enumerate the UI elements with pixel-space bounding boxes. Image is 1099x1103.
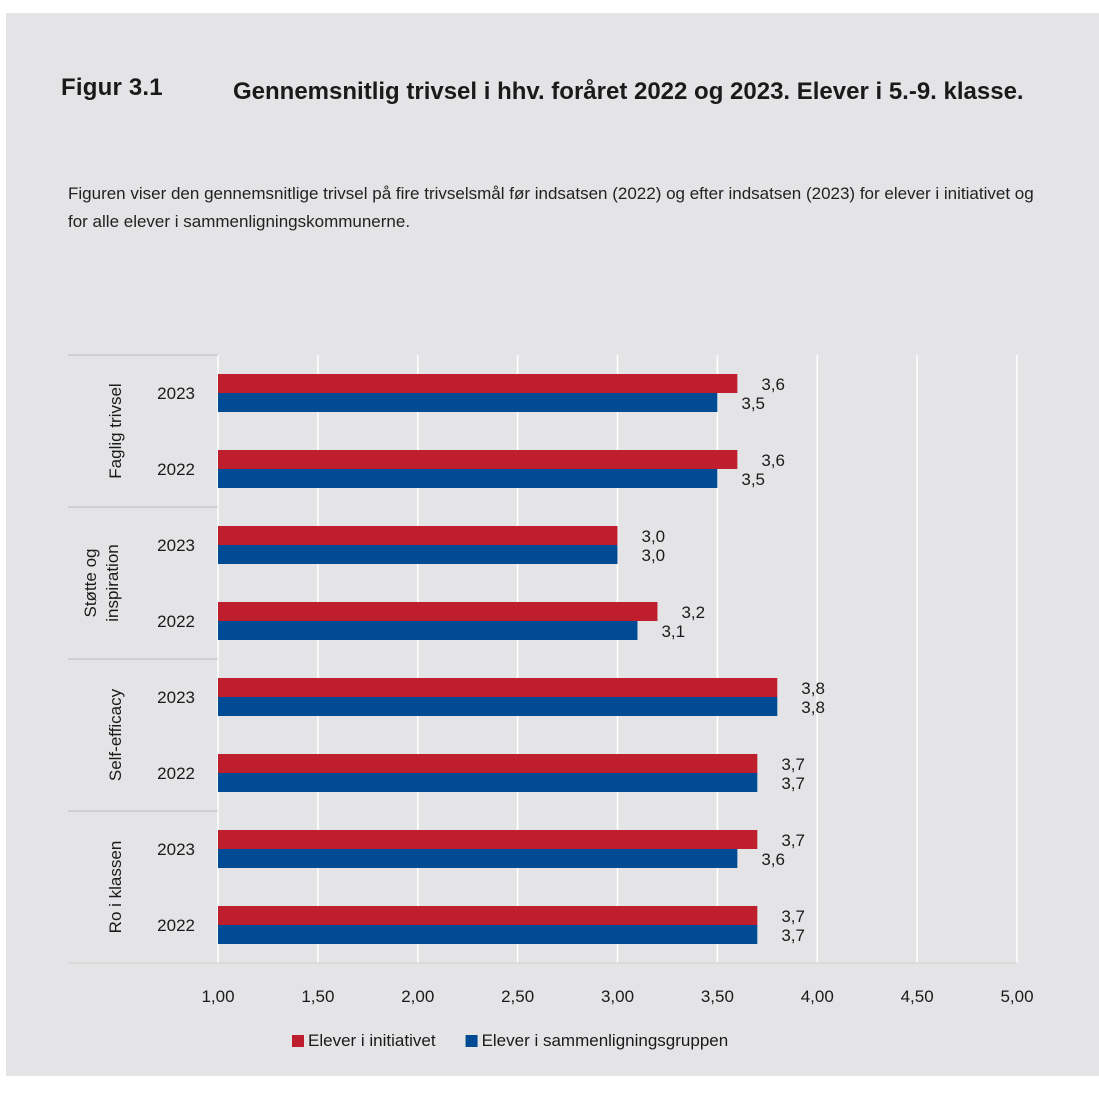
category-label-line: Self-efficacy [106, 688, 125, 781]
data-label: 3,6 [761, 375, 785, 394]
bar [218, 773, 758, 792]
x-tick-label: 3,00 [601, 987, 634, 1006]
data-label: 3,1 [661, 622, 685, 641]
data-label: 3,7 [781, 831, 805, 850]
year-label: 2023 [157, 688, 195, 707]
data-label: 3,7 [781, 755, 805, 774]
data-label: 3,7 [781, 926, 805, 945]
legend-swatch [465, 1035, 478, 1047]
category-label: Faglig trivsel [106, 383, 125, 478]
category-label-line: Faglig trivsel [106, 383, 125, 478]
bar [218, 393, 718, 412]
category-label: Ro i klassen [106, 841, 125, 934]
bar [218, 469, 718, 488]
category-label-line: Støtte og [81, 549, 100, 618]
data-label: 3,8 [801, 698, 825, 717]
category-label: Støtte og inspiration [81, 544, 122, 622]
data-label: 3,5 [741, 394, 765, 413]
data-label: 3,6 [761, 451, 785, 470]
data-label: 3,0 [642, 527, 666, 546]
data-label: 3,7 [781, 774, 805, 793]
year-label: 2023 [157, 840, 195, 859]
data-label: 3,5 [741, 470, 765, 489]
bar [218, 754, 758, 773]
bar [218, 849, 738, 868]
figure-label: Figur 3.1 [61, 74, 163, 101]
x-tick-label: 4,00 [801, 987, 834, 1006]
bar [218, 906, 758, 925]
bar [218, 450, 738, 469]
year-label: 2022 [157, 916, 195, 935]
bar [218, 526, 618, 545]
figure-title: Gennemsnitlig trivsel i hhv. foråret 202… [233, 78, 1024, 105]
year-label: 2023 [157, 384, 195, 403]
year-label: 2022 [157, 612, 195, 631]
legend-label: Elever i initiativet [308, 1031, 436, 1050]
legend-label: Elever i sammenligningsgruppen [482, 1031, 729, 1050]
data-label: 3,0 [642, 546, 666, 565]
bar [218, 621, 638, 640]
data-label: 3,6 [761, 850, 785, 869]
bar [218, 925, 758, 944]
bar [218, 374, 738, 393]
x-tick-label: 2,00 [401, 987, 434, 1006]
data-label: 3,7 [781, 907, 805, 926]
bar [218, 602, 658, 621]
x-tick-label: 3,50 [701, 987, 734, 1006]
figure-description: Figuren viser den gennemsnitlige trivsel… [68, 184, 1034, 231]
bar [218, 678, 778, 697]
year-label: 2023 [157, 536, 195, 555]
bar [218, 697, 778, 716]
bar [218, 545, 618, 564]
x-tick-label: 2,50 [501, 987, 534, 1006]
bar [218, 830, 758, 849]
category-label-line: inspiration [103, 544, 122, 622]
category-label: Self-efficacy [106, 688, 125, 781]
data-label: 3,8 [801, 679, 825, 698]
x-tick-label: 1,00 [201, 987, 234, 1006]
year-label: 2022 [157, 764, 195, 783]
x-tick-label: 1,50 [301, 987, 334, 1006]
category-label-line: Ro i klassen [106, 841, 125, 934]
x-tick-label: 5,00 [1000, 987, 1033, 1006]
data-label: 3,2 [681, 603, 705, 622]
x-tick-label: 4,50 [901, 987, 934, 1006]
legend-swatch [292, 1035, 304, 1047]
year-label: 2022 [157, 460, 195, 479]
